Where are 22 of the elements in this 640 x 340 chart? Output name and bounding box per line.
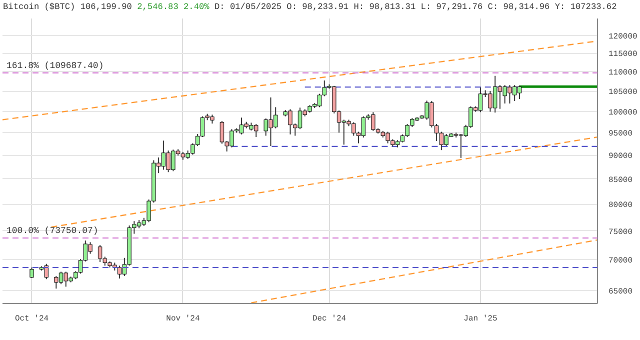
x-tick-label: Nov '24 xyxy=(166,314,200,324)
y-tick-label: 75000 xyxy=(608,228,633,237)
y-tick-label: 105000 xyxy=(608,88,638,98)
candlestick xyxy=(30,266,34,278)
x-tick-label: Oct '24 xyxy=(14,314,49,324)
y-tick-label: 100000 xyxy=(608,108,638,118)
y-tick-label: 90000 xyxy=(608,152,633,162)
text: D: 01/05/2025 O: 98,233.91 H: 98,813.31 L: 97,291.76 C: 98,314.96 Y: 107233.62 xyxy=(214,2,617,12)
y-tick-label: 70000 xyxy=(608,256,633,266)
y-tick-label: 110000 xyxy=(608,68,638,78)
x-tick-label: Jan '25 xyxy=(464,314,498,324)
y-tick-label: 80000 xyxy=(608,201,633,210)
ref-line-label: 100.0% (73750.07) xyxy=(6,226,98,236)
y-tick-label: 115000 xyxy=(608,50,638,60)
y-tick-label: 65000 xyxy=(608,288,633,296)
chart-subtitle: 2,546.83 2.40% xyxy=(137,2,210,12)
ref-line-label: 161.8% (109687.40) xyxy=(6,60,104,71)
y-tick-label: 120000 xyxy=(608,32,638,42)
chart-title: Bitcoin ($BTC) 106,199.90 xyxy=(3,2,132,12)
y-tick-label: 85000 xyxy=(608,176,633,185)
x-tick-label: Dec '24 xyxy=(312,314,346,324)
y-tick-label: 95000 xyxy=(608,130,633,139)
